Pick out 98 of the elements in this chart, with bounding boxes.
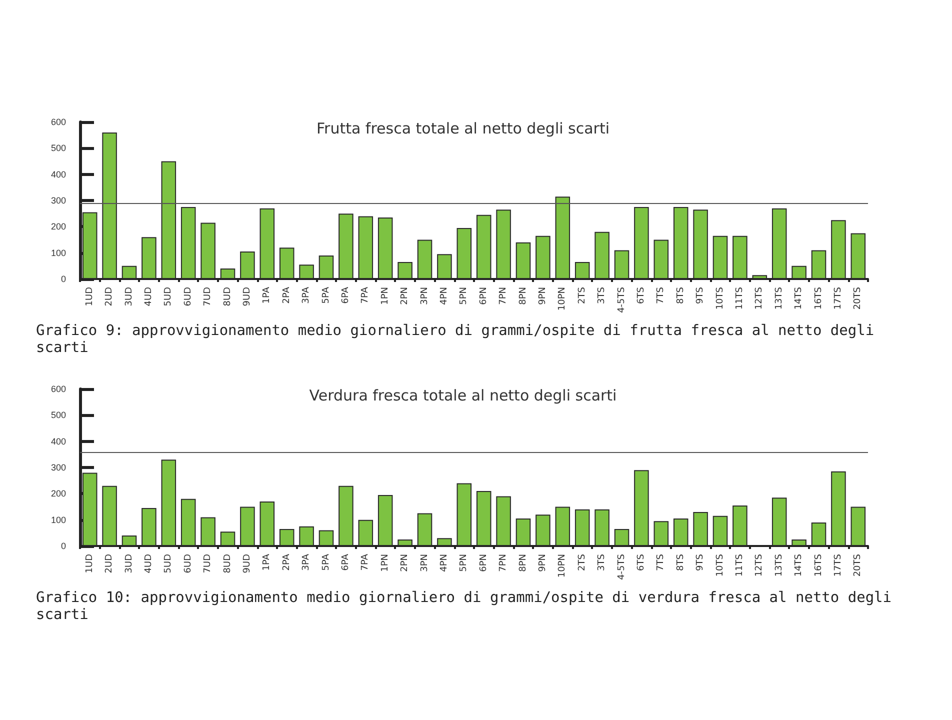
x-tick-label: 16TS — [814, 286, 824, 310]
x-tick-label: 9PN — [538, 554, 548, 572]
x-tick-label: 6UD — [183, 286, 194, 306]
x-tick-label: 8PN — [518, 287, 528, 305]
x-tick-label: 14TS — [794, 554, 804, 577]
x-tick-label: 5PA — [321, 286, 332, 304]
y-tick-label: 0 — [60, 541, 66, 551]
x-tick-label: 7UD — [203, 554, 214, 574]
x-tick-label: 4PN — [439, 287, 450, 305]
x-tick-label: 13TS — [774, 286, 784, 310]
x-tick-label: 3TS — [597, 286, 608, 304]
y-tick-label: 200 — [50, 488, 66, 499]
x-tick-label: 6UD — [183, 554, 194, 574]
x-tick-label: 7PA — [360, 553, 371, 571]
x-tick-label: 3PN — [420, 554, 430, 572]
chart-title: Verdura fresca totale al netto degli scarti — [309, 386, 617, 404]
x-tick-label: 10PN — [558, 287, 568, 311]
x-tick-label: 12TS — [754, 286, 765, 310]
y-tick-label: 500 — [50, 410, 66, 420]
x-tick-label: 14TS — [794, 286, 804, 310]
x-tick-label: 16TS — [814, 554, 824, 577]
y-tick-label: 0 — [60, 274, 66, 284]
x-tick-label: 20TS — [853, 286, 864, 310]
x-tick-label: 9UD — [242, 286, 252, 306]
x-tick-label: 2PA — [282, 286, 292, 304]
x-tick-label: 17TS — [833, 286, 844, 310]
x-tick-label: 3TS — [597, 554, 608, 571]
y-tick-label: 600 — [50, 384, 66, 394]
x-tick-label: 1PN — [380, 554, 390, 572]
x-tick-label: 7PN — [498, 554, 509, 572]
x-tick-label: 17TS — [833, 554, 844, 577]
x-tick-label: 2PA — [282, 553, 292, 571]
x-tick-label: 7TS — [656, 286, 666, 304]
x-tick-label: 7PA — [360, 286, 371, 304]
x-tick-label: 4UD — [144, 554, 154, 574]
x-tick-label: 3PA — [302, 286, 312, 304]
text: Grafico 10: approvvigionamento medio giornaliero di grammi/ospite di verdura fresca al netto degli scarti — [36, 590, 893, 624]
text: Grafico 9: approvvigionamento medio giornaliero di grammi/ospite di frutta fresca al netto degli scarti — [36, 323, 876, 357]
x-tick-label: 2TS — [577, 554, 588, 571]
x-tick-label: 7TS — [656, 554, 666, 571]
x-tick-label: 5PA — [321, 553, 332, 571]
x-tick-label: 10PN — [558, 554, 568, 578]
x-tick-label: 3PA — [302, 553, 312, 571]
x-tick-label: 13TS — [774, 554, 784, 577]
x-tick-label: 7PN — [498, 287, 509, 305]
x-tick-label: 8TS — [676, 554, 686, 571]
x-tick-label: 1PA — [262, 553, 272, 571]
x-tick-label: 6PN — [478, 287, 489, 305]
x-tick-label: 5UD — [164, 554, 174, 574]
y-tick-label: 100 — [50, 248, 66, 258]
x-tick-label: 5PN — [459, 287, 470, 305]
x-tick-label: 4-5TS — [616, 286, 627, 313]
x-tick-label: 11TS — [734, 286, 745, 310]
x-tick-label: 3UD — [124, 554, 134, 574]
y-tick-label: 300 — [50, 196, 66, 206]
x-tick-label: 5UD — [164, 286, 174, 306]
x-tick-label: 3UD — [124, 286, 134, 306]
y-tick-label: 600 — [50, 117, 66, 127]
x-tick-label: 4UD — [144, 286, 154, 306]
x-tick-label: 8UD — [222, 286, 233, 306]
x-tick-label: 1UD — [84, 554, 95, 574]
x-tick-label: 6TS — [636, 554, 646, 571]
x-tick-label: 2TS — [577, 286, 588, 304]
x-tick-label: 20TS — [853, 554, 864, 577]
chart-title: Frutta fresca totale al netto degli scarti — [316, 120, 610, 138]
x-tick-label: 2PN — [400, 554, 410, 572]
x-tick-label: 11TS — [734, 554, 745, 577]
x-tick-label: 9UD — [242, 554, 252, 574]
x-tick-label: 8UD — [222, 554, 233, 574]
x-tick-label: 4-5TS — [616, 554, 627, 580]
x-tick-label: 1PN — [380, 287, 390, 305]
x-tick-label: 2UD — [104, 554, 115, 574]
x-tick-label: 10TS — [715, 286, 726, 310]
x-tick-label: 2PN — [400, 287, 410, 305]
x-tick-label: 6PA — [340, 553, 351, 571]
x-tick-label: 1UD — [84, 286, 95, 306]
x-tick-label: 6PN — [478, 554, 489, 572]
x-tick-label: 7UD — [203, 286, 214, 306]
x-tick-label: 4PN — [439, 554, 450, 572]
y-tick-label: 400 — [50, 169, 66, 180]
y-tick-label: 400 — [50, 436, 66, 446]
x-tick-label: 9PN — [538, 287, 548, 305]
x-tick-label: 8PN — [518, 554, 528, 572]
x-tick-label: 9TS — [696, 286, 706, 304]
x-tick-label: 5PN — [459, 554, 470, 572]
x-tick-label: 6TS — [636, 286, 646, 304]
x-tick-label: 1PA — [262, 286, 272, 304]
x-tick-label: 2UD — [104, 286, 115, 306]
y-tick-label: 300 — [50, 462, 66, 472]
x-tick-label: 9TS — [696, 554, 706, 571]
y-tick-label: 500 — [50, 143, 66, 154]
x-tick-label: 10TS — [715, 554, 726, 577]
x-tick-label: 8TS — [676, 286, 686, 304]
x-tick-label: 12TS — [754, 554, 765, 577]
x-tick-label: 3PN — [420, 287, 430, 305]
y-tick-label: 200 — [50, 222, 66, 232]
x-tick-label: 6PA — [340, 286, 351, 304]
y-tick-label: 100 — [50, 514, 66, 525]
